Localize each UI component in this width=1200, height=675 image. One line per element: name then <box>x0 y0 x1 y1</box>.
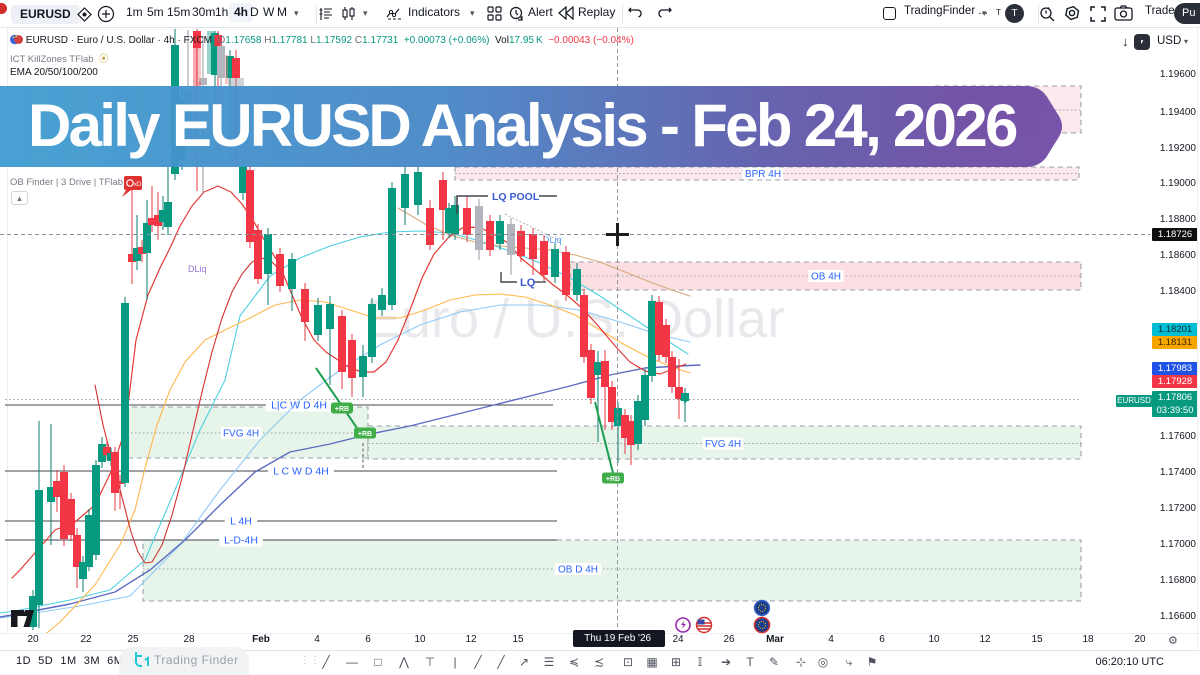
svg-text:DLiq: DLiq <box>543 235 562 245</box>
svg-text:+RB: +RB <box>606 476 620 483</box>
svg-text:L-D-4H: L-D-4H <box>224 535 258 547</box>
svg-text:xD: xD <box>134 182 142 188</box>
svg-text:L C W D 4H: L C W D 4H <box>273 466 329 478</box>
svg-text:Euro / U.S. Dollar: Euro / U.S. Dollar <box>365 289 785 349</box>
svg-text:Daily EURUSD Analysis - Feb 24: Daily EURUSD Analysis - Feb 24, 2026 <box>28 92 1017 159</box>
svg-text:DLiq: DLiq <box>188 264 207 274</box>
svg-text:+RB: +RB <box>335 406 349 413</box>
svg-text:LQ: LQ <box>520 277 536 289</box>
svg-text:+RB: +RB <box>358 431 372 438</box>
svg-text:LQ POOL: LQ POOL <box>492 191 540 203</box>
svg-text:L 4H: L 4H <box>230 516 252 528</box>
svg-text:FVG 4H: FVG 4H <box>705 439 741 450</box>
svg-text:FVG 4H: FVG 4H <box>223 429 259 440</box>
svg-text:OB D 4H: OB D 4H <box>558 565 598 576</box>
svg-text:OB 4H: OB 4H <box>811 272 841 283</box>
svg-text:L|C W D 4H: L|C W D 4H <box>271 400 327 412</box>
svg-text:BPR 4H: BPR 4H <box>745 169 781 180</box>
